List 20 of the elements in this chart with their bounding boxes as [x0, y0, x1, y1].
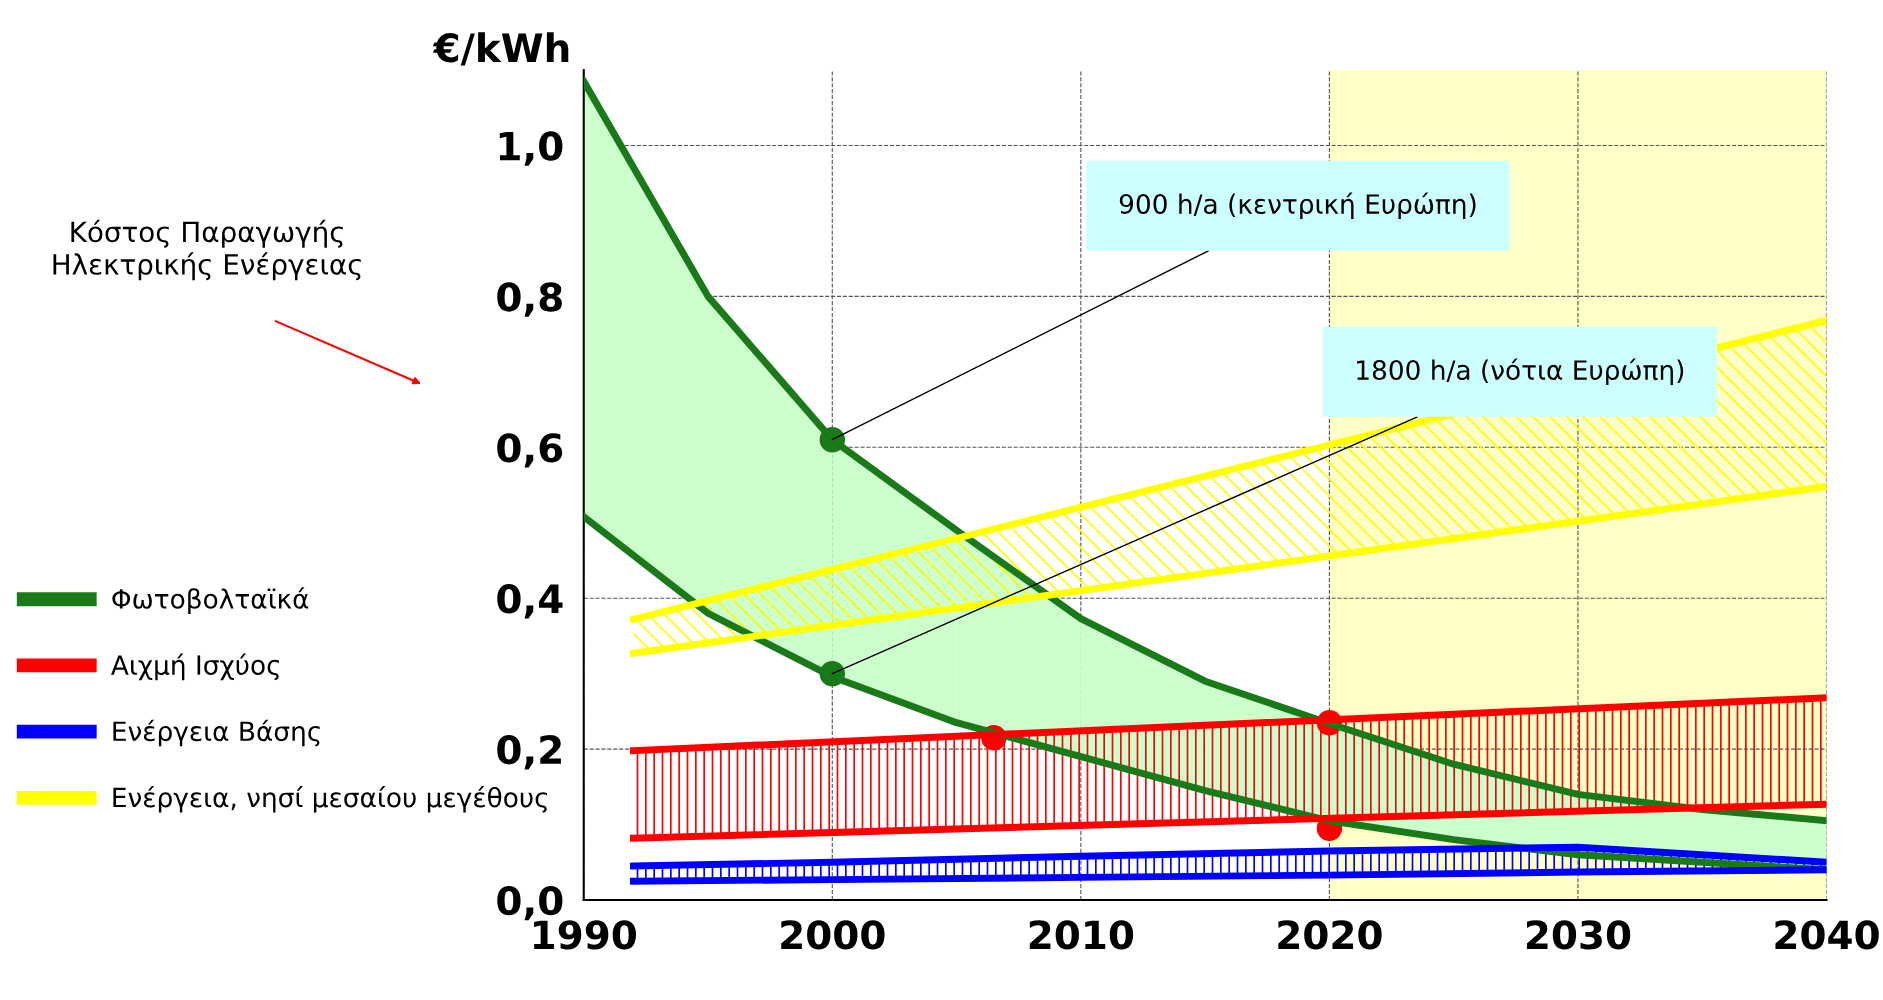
x-tick-label: 1990	[534, 920, 636, 950]
legend-label: Ενέργεια, νησί μεσαίου μεγέθους	[113, 786, 548, 813]
x-tick-label: 2010	[1029, 920, 1134, 950]
y-tick-label: 0,4	[497, 584, 563, 619]
y-tick-label: 1,0	[499, 131, 563, 166]
legend-label: Ενέργεια Βάσης	[113, 719, 320, 747]
y-tick-label: 0,8	[497, 282, 562, 317]
y-tick-label: 0,2	[497, 735, 561, 770]
x-tick-label: 2000	[781, 920, 885, 950]
text: Κόστος Παραγωγής Ηλεκτρικής Ενέργειας	[53, 219, 361, 281]
y-tick-label: 0,6	[497, 433, 563, 468]
y-axis-title: €/kWh	[432, 32, 569, 66]
x-tick-label: 2040	[1775, 920, 1879, 950]
legend-label: Φωτοβολταϊκά	[112, 587, 309, 614]
annotation: 1800 h/a (νότια Ευρώπη)	[1357, 358, 1684, 386]
y-tick-label: 0,0	[497, 885, 563, 921]
x-tick-label: 2020	[1278, 920, 1382, 950]
annotation: 900 h/a (κεντρική Ευρώπη)	[1119, 192, 1476, 220]
legend-label: Αιχμή Ισχύος	[111, 653, 279, 681]
x-tick-label: 2030	[1526, 920, 1631, 950]
